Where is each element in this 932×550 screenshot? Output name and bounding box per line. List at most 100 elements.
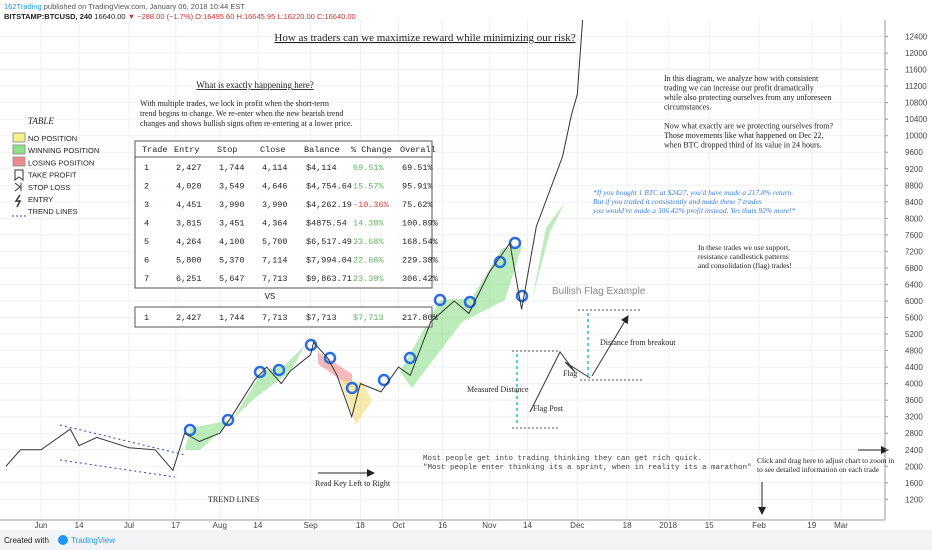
x-tick-label: 18 xyxy=(356,521,365,530)
note-line: Those movements like what happened on De… xyxy=(664,131,824,140)
y-tick-label: 10000 xyxy=(905,132,928,141)
intro-line: changes and shows bullish signs often re… xyxy=(140,119,353,128)
legend-swatch xyxy=(12,132,26,143)
table-cell: 4,020 xyxy=(176,182,202,192)
x-tick-label: 19 xyxy=(807,521,816,530)
table-cell: 4,264 xyxy=(176,237,202,247)
footer-brand[interactable]: TradingView xyxy=(71,536,115,545)
y-tick-label: 6000 xyxy=(905,297,923,306)
table-cell: 4,364 xyxy=(262,219,288,229)
table-cell: 5,700 xyxy=(262,237,288,247)
table-cell: 4,100 xyxy=(219,237,245,247)
table-cell: $7,713 xyxy=(353,313,384,323)
winning-region xyxy=(400,246,522,388)
y-tick-label: 4400 xyxy=(905,363,923,372)
table-cell: 7,713 xyxy=(262,274,288,284)
x-tick-label: 14 xyxy=(523,521,532,530)
table-cell: 2,427 xyxy=(176,313,202,323)
table-cell: $4,754.64 xyxy=(306,182,352,192)
table-cell: 22.66% xyxy=(353,256,385,266)
y-tick-label: 6800 xyxy=(905,264,923,273)
note-line: circumstances. xyxy=(664,103,711,112)
blue-note-line: *If you bought 1 BTC at $2427, you'd hav… xyxy=(593,188,793,197)
x-tick-label: Feb xyxy=(752,521,766,530)
take-profit-icon xyxy=(14,169,24,181)
y-tick-label: 11200 xyxy=(905,82,927,91)
table-cell: 5,800 xyxy=(176,256,202,266)
quote-line: Most people get into trading thinking th… xyxy=(423,455,702,463)
legend-item: STOP LOSS xyxy=(28,183,70,192)
y-tick-label: 4800 xyxy=(905,347,923,356)
y-tick-label: 9200 xyxy=(905,165,923,174)
table-cell: 4 xyxy=(144,219,149,229)
stop-loss-icon xyxy=(14,182,22,192)
legend-item: ENTRY xyxy=(28,195,53,204)
trades-note-line: resistance candlestick patterns xyxy=(698,252,789,261)
vs: VS xyxy=(265,292,276,302)
table-cell: $4,114 xyxy=(306,163,337,173)
trend-line xyxy=(59,424,186,456)
table-cell: 3,451 xyxy=(219,219,245,229)
table-cell: 5 xyxy=(144,237,149,247)
x-tick-label: Oct xyxy=(392,521,405,530)
x-tick-label: Mar xyxy=(834,521,848,530)
title: How as traders can we maximize reward wh… xyxy=(274,32,575,44)
y-tick-label: 8400 xyxy=(905,198,923,207)
table-header: Entry xyxy=(174,145,200,155)
intro-line: trend begins to change. We re-enter when… xyxy=(140,109,343,118)
table-cell: 1,744 xyxy=(219,163,245,173)
y-tick-label: 12400 xyxy=(905,33,928,42)
y-tick-label: 5600 xyxy=(905,314,923,323)
table-cell: 4,451 xyxy=(176,200,202,210)
table-cell: $9,863.71 xyxy=(306,274,352,284)
zoom-note-line: to see detailed information on each trad… xyxy=(757,465,880,474)
flag-label: Flag Post xyxy=(533,404,564,413)
flag-title: Bullish Flag Example xyxy=(552,286,646,297)
question: What is exactly happening here? xyxy=(196,80,313,90)
note-line: Now what exactly are we protecting ourse… xyxy=(664,122,833,131)
table-header: % Change xyxy=(351,145,392,155)
legend-swatch xyxy=(12,156,26,167)
author[interactable]: 162Trading xyxy=(4,2,42,11)
table-frame xyxy=(134,306,433,328)
table-cell: $6,517.49 xyxy=(306,237,352,247)
table-cell: 69.51% xyxy=(353,163,385,173)
blue-note-line: you would've made a 306.42% profit inste… xyxy=(592,206,796,215)
entry-marker xyxy=(433,293,447,307)
table-cell: 5,647 xyxy=(219,274,245,284)
legend-item: WINNING POSITION xyxy=(28,146,99,155)
change: ▼ −288.00 (−1.7%) xyxy=(128,12,194,21)
table-cell: 3,549 xyxy=(219,182,245,192)
note-line: while also protecting ourselves from any… xyxy=(664,93,832,102)
price-line xyxy=(5,20,584,472)
table-cell: 6 xyxy=(144,256,149,266)
entry-marker xyxy=(253,365,267,379)
x-tick-label: Dec xyxy=(570,521,584,530)
entry-marker xyxy=(272,363,286,377)
table-header: Trade xyxy=(142,145,168,155)
table-cell: 3,990 xyxy=(219,200,245,210)
footer-text: Created with xyxy=(4,536,49,545)
flag-shape xyxy=(529,351,591,413)
footer-bar xyxy=(0,530,932,550)
breakout-arrow xyxy=(591,315,629,377)
y-tick-label: 2400 xyxy=(905,446,923,455)
read-key: Read Key Left to Right xyxy=(315,479,391,488)
note-line: In this diagram, we analyze how with con… xyxy=(664,74,819,83)
y-tick-label: 4000 xyxy=(905,380,923,389)
y-tick-label: 5200 xyxy=(905,330,923,339)
table-cell: 7,713 xyxy=(262,313,288,323)
last: 16640.00 xyxy=(94,12,125,21)
entry-marker xyxy=(183,423,197,437)
note-line: trading we can increase our profit drama… xyxy=(664,84,814,93)
trend-line xyxy=(59,459,176,478)
intro-line: With multiple trades, we lock in profit … xyxy=(140,99,330,108)
table-cell: 6,251 xyxy=(176,274,202,284)
trend-lines-label: TREND LINES xyxy=(208,495,259,504)
table-cell: 7,114 xyxy=(262,256,288,266)
table-cell: 100.89% xyxy=(402,219,439,229)
y-tick-label: 3600 xyxy=(905,396,923,405)
x-tick-label: Nov xyxy=(482,521,496,530)
legend-item: TAKE PROFIT xyxy=(28,171,77,180)
y-tick-label: 8800 xyxy=(905,181,923,190)
